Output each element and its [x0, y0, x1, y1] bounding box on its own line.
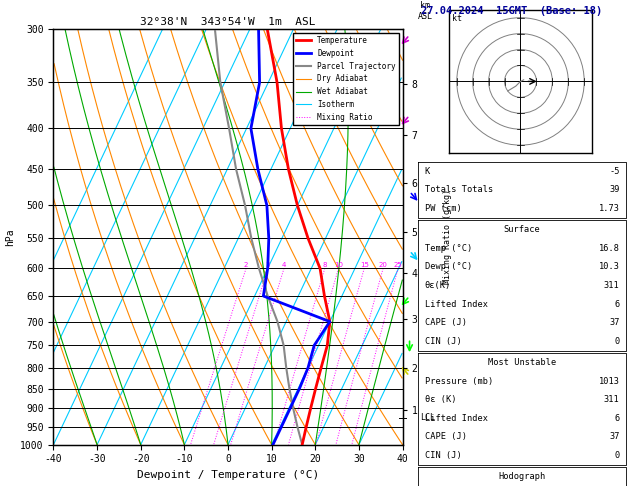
Text: CAPE (J): CAPE (J)	[425, 318, 467, 327]
Text: 25: 25	[394, 262, 403, 268]
Text: LCL: LCL	[420, 413, 435, 422]
Legend: Temperature, Dewpoint, Parcel Trajectory, Dry Adiabat, Wet Adiabat, Isotherm, Mi: Temperature, Dewpoint, Parcel Trajectory…	[292, 33, 399, 125]
Text: Totals Totals: Totals Totals	[425, 185, 493, 194]
Title: 32°38'N  343°54'W  1m  ASL: 32°38'N 343°54'W 1m ASL	[140, 17, 316, 27]
Text: Pressure (mb): Pressure (mb)	[425, 377, 493, 385]
Text: kt: kt	[452, 15, 462, 23]
Text: 2: 2	[244, 262, 248, 268]
Text: 15: 15	[360, 262, 369, 268]
Text: -5: -5	[609, 167, 620, 176]
Text: 3: 3	[265, 262, 270, 268]
Text: 10.3: 10.3	[599, 262, 620, 271]
Text: Temp (°C): Temp (°C)	[425, 244, 472, 253]
Text: Mixing Ratio (g/kg): Mixing Ratio (g/kg)	[443, 190, 452, 284]
Text: 37: 37	[609, 433, 620, 441]
Text: 0: 0	[615, 451, 620, 460]
Text: 0: 0	[615, 337, 620, 346]
Text: 1013: 1013	[599, 377, 620, 385]
X-axis label: Dewpoint / Temperature (°C): Dewpoint / Temperature (°C)	[137, 470, 319, 480]
Text: Dewp (°C): Dewp (°C)	[425, 262, 472, 271]
Text: θε (K): θε (K)	[425, 395, 456, 404]
Text: 311: 311	[604, 281, 620, 290]
Y-axis label: hPa: hPa	[4, 228, 14, 246]
Text: 6: 6	[615, 299, 620, 309]
Text: 27.04.2024  15GMT  (Base: 18): 27.04.2024 15GMT (Base: 18)	[421, 6, 603, 16]
Text: 16.8: 16.8	[599, 244, 620, 253]
Text: CAPE (J): CAPE (J)	[425, 433, 467, 441]
Text: 6: 6	[615, 414, 620, 423]
Text: 311: 311	[604, 395, 620, 404]
Text: 20: 20	[379, 262, 387, 268]
Text: PW (cm): PW (cm)	[425, 204, 461, 213]
Text: CIN (J): CIN (J)	[425, 337, 461, 346]
Text: K: K	[425, 167, 430, 176]
Text: Hodograph: Hodograph	[498, 472, 546, 481]
Text: 37: 37	[609, 318, 620, 327]
Text: CIN (J): CIN (J)	[425, 451, 461, 460]
Text: km
ASL: km ASL	[418, 1, 433, 21]
Text: 4: 4	[282, 262, 286, 268]
Text: 10: 10	[334, 262, 343, 268]
Text: 1.73: 1.73	[599, 204, 620, 213]
Text: 8: 8	[323, 262, 327, 268]
Text: θε(K): θε(K)	[425, 281, 451, 290]
Text: Surface: Surface	[504, 225, 540, 234]
Text: 39: 39	[609, 185, 620, 194]
Text: Most Unstable: Most Unstable	[488, 358, 556, 367]
Text: Lifted Index: Lifted Index	[425, 299, 487, 309]
Text: Lifted Index: Lifted Index	[425, 414, 487, 423]
